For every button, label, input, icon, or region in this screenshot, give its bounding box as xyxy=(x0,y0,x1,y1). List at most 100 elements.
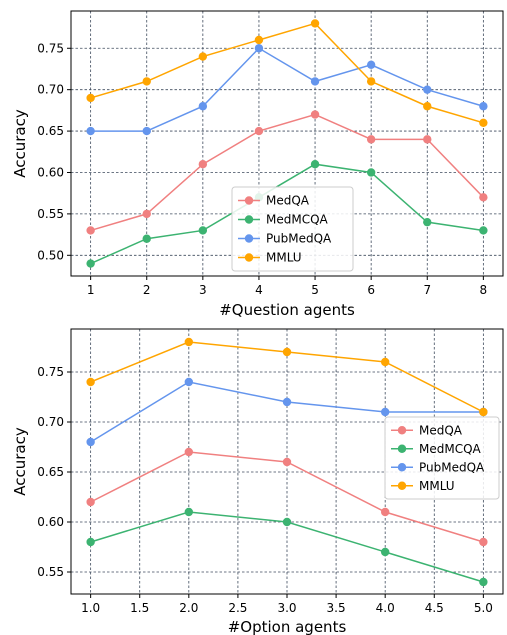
data-point xyxy=(310,110,320,119)
data-point xyxy=(282,457,292,467)
y-tick-label: 0.75 xyxy=(37,365,64,379)
legend-marker xyxy=(244,196,254,205)
data-point xyxy=(380,547,390,557)
legend-marker xyxy=(397,426,407,435)
legend: MedQA MedMCQA PubMedQA MMLU xyxy=(231,186,354,272)
legend-label: MedQA xyxy=(266,194,310,208)
data-point xyxy=(254,44,264,53)
data-point xyxy=(86,259,95,268)
legend-label: PubMedQA xyxy=(266,232,332,246)
legend-item: MedQA xyxy=(238,194,310,208)
legend-label: MedMCQA xyxy=(419,442,482,456)
legend-item: MMLU xyxy=(391,479,455,493)
series-line xyxy=(90,22,484,124)
x-tick-label: 3 xyxy=(199,283,207,297)
legend-marker xyxy=(244,215,254,224)
y-tick-label: 0.60 xyxy=(37,515,64,529)
data-point xyxy=(366,135,376,144)
data-point xyxy=(198,52,208,61)
x-axis-label: #Option agents xyxy=(228,618,347,635)
data-point xyxy=(86,537,95,547)
legend-label: MedMCQA xyxy=(266,213,329,227)
y-tick-label: 0.55 xyxy=(37,207,64,221)
y-tick-label: 0.70 xyxy=(37,415,64,429)
x-tick-label: 2 xyxy=(143,283,151,297)
legend-box xyxy=(384,416,500,500)
data-point xyxy=(366,77,376,86)
data-point xyxy=(282,347,292,357)
x-tick-label: 7 xyxy=(423,283,431,297)
x-axis-ticks: 1 2 3 4 5 6 7 8 xyxy=(87,276,487,297)
x-tick-label: 6 xyxy=(367,283,375,297)
x-tick-label: 2.5 xyxy=(228,601,247,615)
plot-frame xyxy=(70,10,504,277)
data-point xyxy=(479,226,488,235)
x-tick-label: 3.0 xyxy=(277,601,296,615)
series-medqa xyxy=(86,447,488,547)
legend-marker xyxy=(397,444,407,453)
x-tick-label: 8 xyxy=(480,283,488,297)
data-point xyxy=(142,209,151,219)
x-tick-label: 4.5 xyxy=(425,601,444,615)
legend-label: MMLU xyxy=(266,251,302,265)
data-point xyxy=(142,77,151,86)
x-tick-label: 1.0 xyxy=(81,601,100,615)
y-tick-label: 0.75 xyxy=(37,41,64,55)
data-point xyxy=(184,507,194,517)
data-point xyxy=(86,126,95,136)
data-point xyxy=(198,226,208,235)
data-point xyxy=(423,102,432,111)
data-point xyxy=(423,217,432,227)
x-tick-label: 4.0 xyxy=(376,601,395,615)
data-point xyxy=(184,337,194,347)
x-tick-label: 4 xyxy=(255,283,263,297)
legend-item: PubMedQA xyxy=(238,232,332,246)
data-point xyxy=(380,407,390,417)
y-tick-label: 0.70 xyxy=(37,83,64,97)
data-point xyxy=(198,102,208,111)
x-tick-label: 1.5 xyxy=(130,601,149,615)
legend-item: MedQA xyxy=(391,423,463,437)
data-point xyxy=(86,497,95,507)
y-axis-ticks: 0.50 0.55 0.60 0.65 0.70 0.75 xyxy=(37,41,71,262)
data-point xyxy=(184,377,194,387)
data-point xyxy=(86,226,95,235)
data-point xyxy=(479,577,488,587)
data-point xyxy=(142,234,151,243)
legend-label: MedQA xyxy=(419,423,463,437)
data-point xyxy=(184,447,194,457)
x-tick-label: 5 xyxy=(311,283,319,297)
legend-label: PubMedQA xyxy=(419,460,485,474)
legend-marker xyxy=(244,253,254,262)
y-tick-label: 0.60 xyxy=(37,165,64,179)
x-tick-label: 1 xyxy=(87,283,95,297)
y-tick-label: 0.55 xyxy=(37,565,64,579)
data-point xyxy=(479,407,488,417)
series-pubmedqa xyxy=(86,44,488,136)
x-axis-label: #Question agents xyxy=(219,301,355,319)
series-medqa xyxy=(86,110,488,235)
series-line xyxy=(90,113,484,232)
y-tick-label: 0.50 xyxy=(37,248,64,262)
data-point xyxy=(479,193,488,202)
data-point xyxy=(282,517,292,527)
data-point xyxy=(366,168,376,177)
data-point xyxy=(282,397,292,407)
data-point xyxy=(86,93,95,103)
data-point xyxy=(479,118,488,127)
data-point xyxy=(380,357,390,367)
data-point xyxy=(86,437,95,447)
data-point xyxy=(310,160,320,169)
data-point xyxy=(86,377,95,387)
series-mmlu xyxy=(86,337,488,417)
legend-marker xyxy=(397,463,407,472)
x-tick-label: 5.0 xyxy=(474,601,493,615)
x-tick-label: 2.0 xyxy=(179,601,198,615)
data-point xyxy=(198,160,208,169)
y-axis-ticks: 0.55 0.60 0.65 0.70 0.75 xyxy=(37,365,71,579)
data-point xyxy=(479,102,488,111)
legend-item: MedMCQA xyxy=(391,442,482,456)
y-tick-label: 0.65 xyxy=(37,465,64,479)
data-point xyxy=(423,135,432,144)
